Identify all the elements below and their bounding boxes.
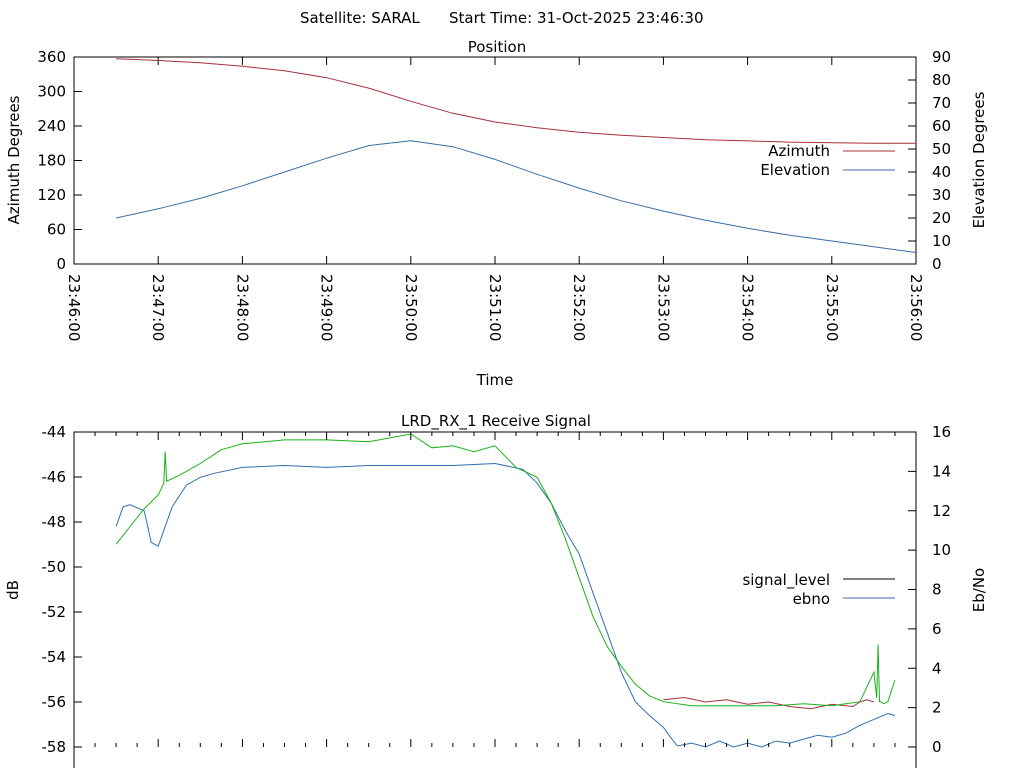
position-y2-tick-label: 30 [932, 186, 951, 204]
position-y2-axis-label: Elevation Degrees [970, 91, 988, 228]
position-y2-tick-label: 40 [932, 163, 951, 181]
receive-signal-y2-tick-label: 4 [932, 659, 942, 677]
position-x-tick-label: 23:56:00 [907, 274, 925, 341]
receive-signal-y-tick-label: -52 [42, 603, 67, 621]
position-x-tick-label: 23:47:00 [149, 274, 167, 341]
position-y-tick-label: 0 [56, 255, 66, 273]
position-x-tick-label: 23:46:00 [65, 274, 83, 341]
series-line-signal-level [663, 696, 875, 710]
receive-signal-y2-tick-label: 10 [932, 541, 951, 559]
receive-signal-y2-tick-label: 2 [932, 699, 942, 717]
position-y-tick-label: 120 [37, 186, 66, 204]
position-y2-tick-label: 10 [932, 232, 951, 250]
position-y-axis-label: Azimuth Degrees [5, 95, 23, 224]
position-y2-tick-label: 0 [932, 255, 942, 273]
receive-signal-y2-tick-label: 14 [932, 462, 951, 480]
receive-signal-y-tick-label: -54 [42, 648, 67, 666]
position-x-tick-label: 23:50:00 [402, 274, 420, 341]
position-y-tick-label: 60 [47, 221, 66, 239]
position-x-tick-label: 23:55:00 [823, 274, 841, 341]
receive-signal-y2-tick-label: 16 [932, 423, 951, 441]
position-x-axis-label: Time [476, 371, 514, 389]
receive-signal-y-axis-label: dB [4, 580, 22, 600]
legend-ebno-label: ebno [793, 590, 830, 608]
position-x-tick-label: 23:54:00 [739, 274, 757, 341]
legend-elevation-label: Elevation [760, 161, 830, 179]
receive-signal-y2-tick-label: 8 [932, 581, 942, 599]
position-x-tick-label: 23:52:00 [570, 274, 588, 341]
series-line-green [115, 433, 896, 707]
position-y2-tick-label: 20 [932, 209, 951, 227]
receive-signal-y-tick-label: -46 [42, 468, 67, 486]
receive-signal-legend: signal_level ebno [742, 571, 895, 608]
receive-signal-y-tick-label: -44 [42, 423, 67, 441]
position-y-tick-label: 360 [37, 48, 66, 66]
receive-signal-y-tick-label: -48 [42, 513, 67, 531]
receive-signal-chart-title: LRD_RX_1 Receive Signal [401, 412, 591, 431]
position-y-tick-label: 240 [37, 117, 66, 135]
position-y-tick-label: 300 [37, 83, 66, 101]
receive-signal-plot-frame [73, 431, 917, 768]
position-x-tick-label: 23:51:00 [486, 274, 504, 341]
position-y2-tick-label: 60 [932, 117, 951, 135]
legend-azimuth-label: Azimuth [768, 142, 830, 160]
position-chart-title: Position [468, 38, 526, 56]
series-line-elevation [115, 140, 917, 253]
receive-signal-y-tick-label: -50 [42, 558, 67, 576]
receive-signal-chart: LRD_RX_1 Receive Signal -58 -56 -54 -52 -50 -… [4, 412, 988, 768]
position-x-tick-label: 23:48:00 [233, 274, 251, 341]
receive-signal-y2-tick-label: 12 [932, 502, 951, 520]
receive-signal-y-tick-label: -56 [42, 693, 67, 711]
position-y2-tick-label: 70 [932, 94, 951, 112]
position-x-tick-label: 23:53:00 [654, 274, 672, 341]
series-line-azimuth [116, 58, 916, 144]
legend-signal-level-label: signal_level [742, 571, 830, 590]
satellite-label: Satellite: SARAL [300, 9, 420, 27]
position-x-tick-label: 23:49:00 [318, 274, 336, 341]
start-time-label: Start Time: 31-Oct-2025 23:46:30 [449, 9, 704, 27]
position-y2-tick-label: 50 [932, 140, 951, 158]
receive-signal-y2-tick-label: 6 [932, 620, 942, 638]
position-chart: Position 0 60 120 180 240 300 360 0 10 20 30 40 50 60… [5, 38, 988, 389]
receive-signal-y-tick-label: -58 [42, 738, 67, 756]
series-line-ebno [115, 462, 896, 748]
position-y2-tick-label: 90 [932, 48, 951, 66]
position-y-tick-label: 180 [37, 152, 66, 170]
position-legend: Azimuth Elevation [760, 142, 895, 179]
receive-signal-y2-axis-label: Eb/No [970, 568, 988, 612]
position-y2-tick-label: 80 [932, 71, 951, 89]
receive-signal-y2-tick-label: 0 [932, 738, 942, 756]
